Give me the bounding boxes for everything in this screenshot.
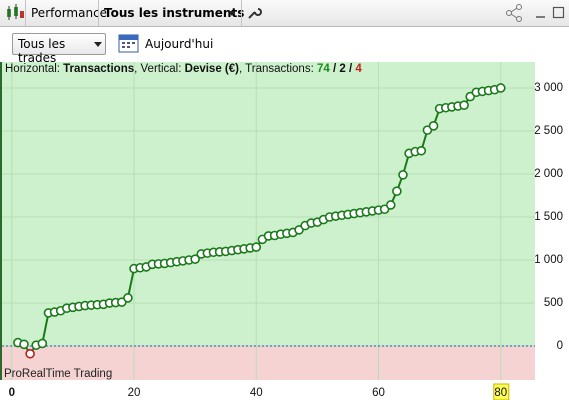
instrument-select[interactable]: Tous les instruments [104, 6, 245, 20]
info-label: , Vertical: [134, 63, 182, 75]
x-tick-label: 40 [250, 387, 263, 399]
trade-point [392, 186, 402, 196]
dropdown-arrow [94, 42, 102, 47]
trade-point [428, 121, 439, 131]
y-tick-label: 0 [557, 340, 563, 352]
separator: / [332, 63, 337, 75]
info-label: , Transactions: [238, 63, 314, 75]
share-icon[interactable] [504, 3, 526, 23]
info-value: Devise (€) [184, 63, 239, 75]
lost-count: 4 [355, 63, 362, 75]
minimize-button[interactable] [534, 6, 548, 20]
trades-select-label: Tous les trades [18, 37, 66, 65]
y-tick-label: 2 500 [534, 125, 563, 137]
y-tick-label: 3 000 [534, 82, 563, 94]
chart-icon[interactable] [5, 3, 25, 23]
x-tick-label: 80 [494, 387, 507, 399]
trade-point [190, 254, 200, 264]
maximize-button[interactable] [552, 6, 566, 20]
y-tick-label: 2 000 [534, 168, 563, 180]
trade-point [459, 100, 469, 110]
chart: 0 500 1 000 1 500 2 000 2 500 3 000 0 20 40 60 80 Pr… [0, 62, 563, 400]
filter-bar: Tous les trades Aujourd'hui [0, 27, 569, 65]
info-value: Transactions [63, 63, 135, 75]
won-count: 74 [316, 63, 330, 75]
dropdown-arrow[interactable] [227, 10, 237, 18]
trades-select[interactable]: Tous les trades [12, 33, 106, 65]
toolbar: Performance Tous les instruments [0, 0, 569, 27]
trade-point [251, 242, 262, 252]
trade-point [416, 145, 427, 156]
trade-point [123, 293, 133, 303]
neutral-count: 2 [339, 63, 346, 75]
x-tick-label: 20 [128, 387, 141, 399]
info-label: Horizontal: [5, 63, 60, 75]
x-tick-label: 60 [372, 387, 385, 399]
y-tick-label: 1 000 [534, 254, 563, 266]
y-tick-label: 1 500 [534, 211, 563, 223]
y-tick-label: 500 [544, 297, 563, 309]
trade-point [37, 338, 48, 349]
x-tick-highlight [493, 383, 510, 400]
tab[interactable]: Performance [31, 6, 108, 20]
watermark: ProRealTime Trading [4, 368, 112, 380]
trade-point [25, 348, 35, 359]
separator: / [349, 63, 353, 75]
settings-icon[interactable] [246, 5, 262, 21]
date-label[interactable]: Aujourd'hui [145, 37, 214, 51]
trade-point [398, 170, 408, 180]
trade-point [19, 339, 29, 350]
trade-point [495, 83, 506, 93]
calendar-icon[interactable] [118, 32, 140, 54]
x-tick-label: 0 [9, 387, 15, 399]
loss-zone [2, 346, 535, 380]
trade-point [385, 200, 396, 210]
chart-info: Horizontal: Transactions, Vertical: Devi… [5, 63, 362, 75]
